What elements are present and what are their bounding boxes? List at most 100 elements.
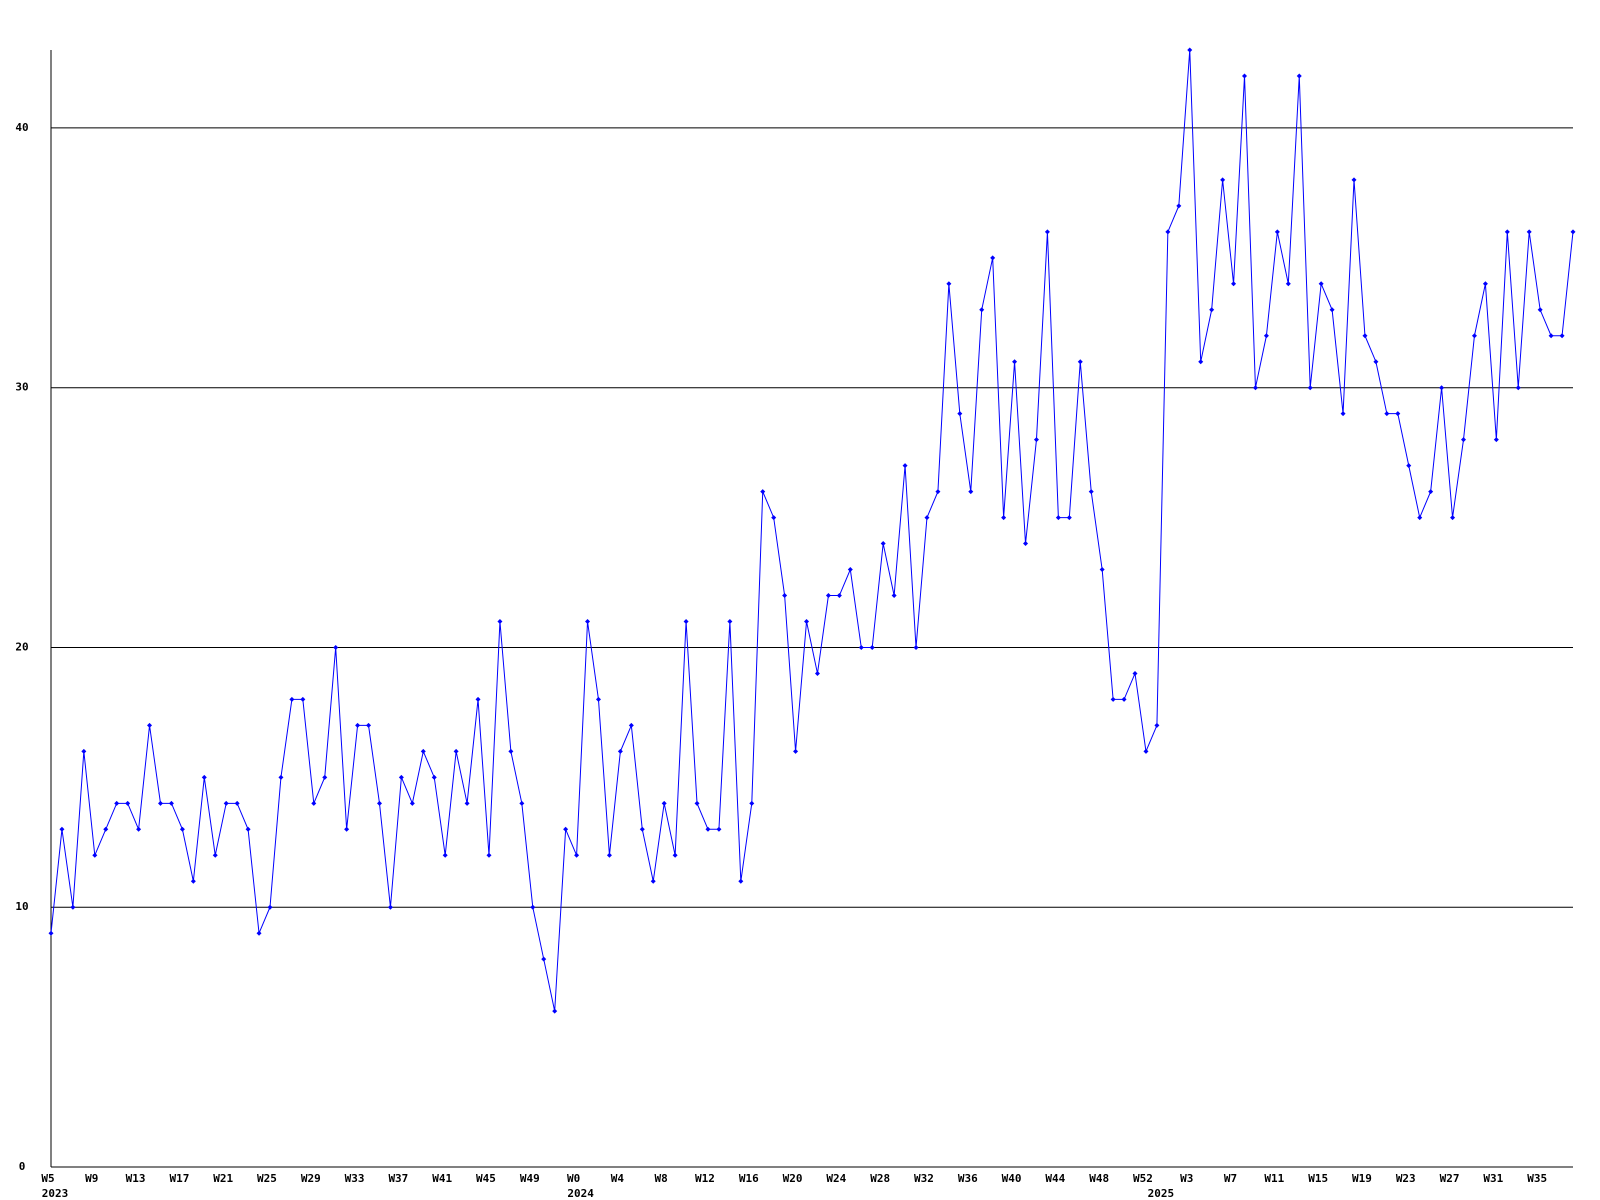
point xyxy=(1548,333,1554,339)
point xyxy=(234,800,240,806)
point xyxy=(256,930,262,936)
point xyxy=(1318,281,1324,287)
x-tick-label: W29 xyxy=(301,1172,321,1185)
x-tick-label: W45 xyxy=(476,1172,496,1185)
point xyxy=(814,670,820,676)
point xyxy=(420,748,426,754)
point xyxy=(1012,359,1018,365)
point xyxy=(727,618,733,624)
point xyxy=(1329,307,1335,313)
line xyxy=(50,49,1574,1012)
x-year-label: 2025 xyxy=(1148,1187,1175,1200)
y-tick-label: 30 xyxy=(15,381,28,394)
x-tick-label: W21 xyxy=(213,1172,233,1185)
x-tick-label: W19 xyxy=(1352,1172,1372,1185)
point xyxy=(1274,229,1280,235)
point xyxy=(530,904,536,910)
point xyxy=(585,618,591,624)
point xyxy=(453,748,459,754)
x-tick-label: W52 xyxy=(1133,1172,1153,1185)
point xyxy=(1537,307,1543,313)
x-tick-label: W0 xyxy=(567,1172,580,1185)
point xyxy=(1351,177,1357,183)
point xyxy=(1055,515,1061,521)
point xyxy=(628,722,634,728)
point xyxy=(1001,515,1007,521)
point xyxy=(1187,47,1193,53)
point xyxy=(650,878,656,884)
point xyxy=(913,644,919,650)
y-tick-label: 0 xyxy=(19,1160,26,1173)
x-tick-label: W12 xyxy=(695,1172,715,1185)
x-tick-label: W24 xyxy=(826,1172,846,1185)
point xyxy=(990,255,996,261)
x-tick-label: W23 xyxy=(1396,1172,1416,1185)
point xyxy=(563,826,569,832)
point xyxy=(103,826,109,832)
point xyxy=(1307,385,1313,391)
x-tick-label: W49 xyxy=(520,1172,540,1185)
point xyxy=(355,722,361,728)
point xyxy=(749,800,755,806)
point xyxy=(1099,567,1105,573)
point xyxy=(376,800,382,806)
point xyxy=(1198,359,1204,365)
point xyxy=(1417,515,1423,521)
point xyxy=(486,852,492,858)
point xyxy=(935,489,941,495)
point xyxy=(475,696,481,702)
point xyxy=(694,800,700,806)
point xyxy=(1110,696,1116,702)
point xyxy=(278,774,284,780)
point xyxy=(793,748,799,754)
point xyxy=(880,541,886,547)
x-tick-label: W7 xyxy=(1224,1172,1237,1185)
x-tick-label: W4 xyxy=(611,1172,625,1185)
point xyxy=(1088,489,1094,495)
point xyxy=(683,618,689,624)
point xyxy=(1176,203,1182,209)
y-tick-label: 40 xyxy=(15,121,28,134)
point xyxy=(179,826,185,832)
x-tick-label: W28 xyxy=(870,1172,890,1185)
point xyxy=(1526,229,1532,235)
point xyxy=(519,800,525,806)
x-tick-label: W48 xyxy=(1089,1172,1109,1185)
point xyxy=(617,748,623,754)
point xyxy=(201,774,207,780)
x-tick-label: W40 xyxy=(1002,1172,1022,1185)
x-tick-label: W35 xyxy=(1527,1172,1547,1185)
x-tick-label: W27 xyxy=(1440,1172,1460,1185)
y-tick-label: 10 xyxy=(15,900,28,913)
point xyxy=(847,567,853,573)
point xyxy=(1439,385,1445,391)
x-year-label: 2023 xyxy=(42,1187,69,1200)
point xyxy=(366,722,372,728)
point xyxy=(1242,73,1248,79)
point xyxy=(541,956,547,962)
point xyxy=(1515,385,1521,391)
x-tick-label: W13 xyxy=(126,1172,146,1185)
point xyxy=(1362,333,1368,339)
point xyxy=(157,800,163,806)
point xyxy=(387,904,393,910)
point xyxy=(508,748,514,754)
point xyxy=(1252,385,1258,391)
point xyxy=(957,411,963,417)
x-tick-label: W32 xyxy=(914,1172,934,1185)
point xyxy=(1406,463,1412,469)
point xyxy=(1077,359,1083,365)
point xyxy=(968,489,974,495)
point xyxy=(1023,541,1029,547)
point xyxy=(1504,229,1510,235)
point xyxy=(1493,437,1499,443)
x-tick-label: W31 xyxy=(1483,1172,1503,1185)
point xyxy=(858,644,864,650)
point xyxy=(431,774,437,780)
point xyxy=(946,281,952,287)
point xyxy=(738,878,744,884)
point xyxy=(48,930,54,936)
point xyxy=(771,515,777,521)
